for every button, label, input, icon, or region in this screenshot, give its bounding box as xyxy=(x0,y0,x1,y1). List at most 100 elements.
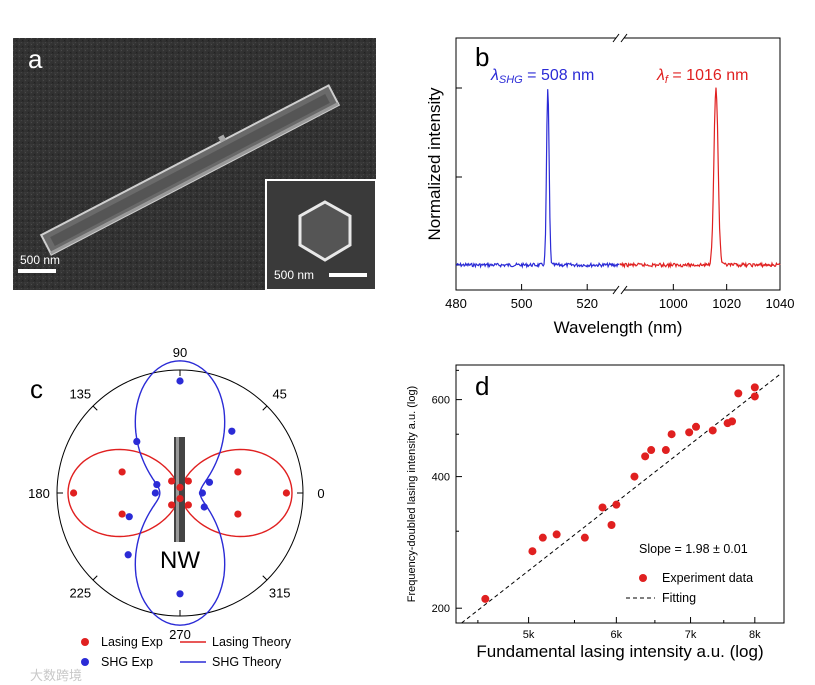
experiment-point xyxy=(667,430,676,439)
b-break-mark xyxy=(620,33,628,43)
polar-tick-label: 45 xyxy=(272,386,286,401)
shg-exp-point xyxy=(176,377,184,385)
lasing-exp-point xyxy=(234,468,242,476)
d-xtick-label: 7k xyxy=(685,629,697,641)
experiment-point xyxy=(647,446,656,455)
polar-tick xyxy=(92,405,98,411)
b-series-fundamental xyxy=(619,87,781,269)
polar-tick-label: 270 xyxy=(169,627,191,642)
d-xtick-label: 5k xyxy=(523,629,535,641)
lasing-exp-point xyxy=(168,501,176,509)
legend-experiment-marker xyxy=(639,574,647,582)
polar-points xyxy=(70,377,290,598)
panel-label-c: c xyxy=(30,374,43,404)
experiment-point xyxy=(728,417,737,426)
d-fit xyxy=(461,372,782,624)
peak-label-shg: λSHG = 508 nm xyxy=(490,67,594,86)
shg-exp-point xyxy=(124,551,132,559)
d-ytick-label: 400 xyxy=(432,472,450,484)
legend-shg-exp-marker xyxy=(81,658,89,666)
scale-bar-main xyxy=(18,269,56,273)
shg-exp-point xyxy=(133,437,141,446)
b-break-gap xyxy=(616,286,624,294)
legend-lasing-theory: Lasing Theory xyxy=(212,635,292,649)
experiment-point xyxy=(641,452,650,461)
legend-lasing-exp: Lasing Exp xyxy=(101,635,163,649)
panel-c: c 0 45 90 135 180 225 270 315 NW Lasing Exp Las… xyxy=(28,345,324,669)
lasing-exp-point xyxy=(282,489,290,497)
sem-inset xyxy=(265,179,377,291)
nanowire-sem xyxy=(39,84,341,256)
polar-tick-label: 135 xyxy=(69,386,91,401)
d-xtick-label: 6k xyxy=(611,629,623,641)
shg-exp-point xyxy=(176,590,184,598)
b-break-gap xyxy=(616,34,624,42)
legend-experiment: Experiment data xyxy=(662,571,753,585)
b-break-mark xyxy=(620,285,628,295)
b-xlabel: Wavelength (nm) xyxy=(554,318,683,337)
experiment-point xyxy=(630,472,639,481)
peak-label-fundamental: λf = 1016 nm xyxy=(656,67,748,86)
experiment-point xyxy=(750,392,759,401)
experiment-point xyxy=(708,426,717,435)
experiment-point xyxy=(481,594,490,603)
polar-grid: 0 45 90 135 180 225 270 315 xyxy=(28,345,324,642)
shg-exp-point xyxy=(153,480,161,489)
polar-tick xyxy=(262,575,268,581)
lasing-exp-point xyxy=(184,501,192,509)
d-points xyxy=(481,383,759,603)
hexagon-cross-section xyxy=(298,200,352,262)
b-xtick-label: 1040 xyxy=(766,296,795,311)
d-ytick-label: 600 xyxy=(432,395,450,407)
polar-tick-label: 0 xyxy=(317,486,324,501)
legend-lasing-exp-marker xyxy=(81,638,89,646)
d-ylabel: Frequency-doubled lasing intensity a.u. … xyxy=(406,386,418,602)
b-xtick-label: 1020 xyxy=(712,296,741,311)
shg-exp-point xyxy=(151,489,159,497)
polar-tick xyxy=(92,575,98,581)
polar-tick-label: 90 xyxy=(173,345,187,360)
experiment-point xyxy=(661,446,670,455)
lasing-exp-point xyxy=(118,510,126,518)
b-axes: 480 500 520 1000 1020 1040 xyxy=(445,33,795,311)
shg-exp-point xyxy=(205,478,214,486)
shg-exp-point xyxy=(228,427,236,435)
b-xtick-label: 480 xyxy=(445,296,467,311)
b-xtick-label: 1000 xyxy=(659,296,688,311)
legend-shg-exp: SHG Exp xyxy=(101,655,153,669)
experiment-point xyxy=(692,422,701,431)
experiment-point xyxy=(685,428,694,437)
shg-theory-curve xyxy=(134,360,226,626)
experiment-point xyxy=(607,520,616,529)
experiment-point xyxy=(552,530,561,539)
b-break-mark xyxy=(612,285,620,295)
experiment-point xyxy=(528,547,537,556)
panel-label-a: a xyxy=(28,44,43,74)
lasing-exp-point xyxy=(168,477,176,485)
lasing-theory-curve xyxy=(67,448,293,538)
d-xlabel: Fundamental lasing intensity a.u. (log) xyxy=(476,642,763,661)
plot-frame-d xyxy=(455,364,785,624)
lasing-exp-point xyxy=(176,495,184,503)
b-xtick-label: 520 xyxy=(576,296,598,311)
fit-line xyxy=(461,372,782,624)
experiment-point xyxy=(750,383,759,392)
scale-bar-main-label: 500 nm xyxy=(20,253,60,267)
experiment-point xyxy=(598,503,607,512)
scale-bar-inset xyxy=(329,273,367,277)
panel-label-d: d xyxy=(475,371,489,401)
b-xtick-label: 500 xyxy=(511,296,533,311)
lasing-exp-point xyxy=(118,468,126,476)
legend-shg-theory: SHG Theory xyxy=(212,655,282,669)
experiment-point xyxy=(612,500,621,509)
polar-tick xyxy=(262,405,268,411)
scale-bar-inset-label: 500 nm xyxy=(274,268,314,282)
b-ylabel: Normalized intensity xyxy=(425,87,444,241)
polar-theory xyxy=(67,360,293,626)
polar-tick-label: 180 xyxy=(28,486,50,501)
shg-exp-point xyxy=(200,503,208,511)
panel-b: 480 500 520 1000 1020 1040 b λSHG = 508 nm λf… xyxy=(425,33,795,337)
nw-label: NW xyxy=(160,547,200,574)
d-axes: 5k 6k 7k 8k 200 400 600 xyxy=(432,369,761,641)
